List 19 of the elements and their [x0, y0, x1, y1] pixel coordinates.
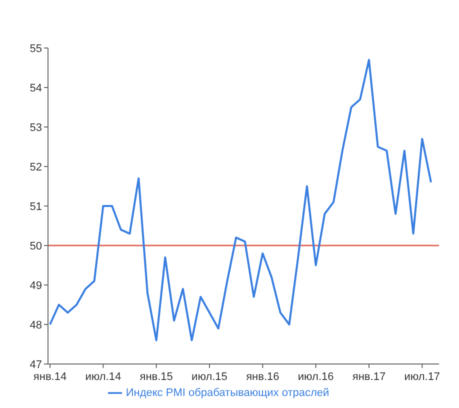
y-tick-label: 47 — [30, 358, 42, 371]
legend-label: Индекс PMI обрабатывающих отраслей — [126, 386, 330, 399]
x-tick-label: янв.14 — [33, 371, 67, 383]
y-tick-label: 53 — [30, 122, 42, 134]
y-tick-label: 54 — [30, 82, 42, 94]
x-tick-label: янв.16 — [246, 371, 280, 383]
y-tick-label: 49 — [30, 280, 42, 292]
y-tick-label: 52 — [30, 161, 42, 174]
x-tick-label: июл.14 — [85, 371, 122, 383]
y-tick-label: 55 — [30, 42, 42, 55]
y-tick-label: 48 — [30, 319, 42, 332]
y-tick-label: 50 — [30, 240, 42, 252]
x-tick-label: янв.15 — [140, 371, 173, 383]
x-tick-label: июл.16 — [298, 371, 334, 383]
y-tick-label: 51 — [30, 200, 42, 213]
x-tick-label: июл.17 — [404, 371, 440, 383]
line-series — [49, 58, 432, 342]
x-tick-label: янв.17 — [352, 371, 386, 383]
x-tick-label: июл.15 — [192, 371, 228, 383]
